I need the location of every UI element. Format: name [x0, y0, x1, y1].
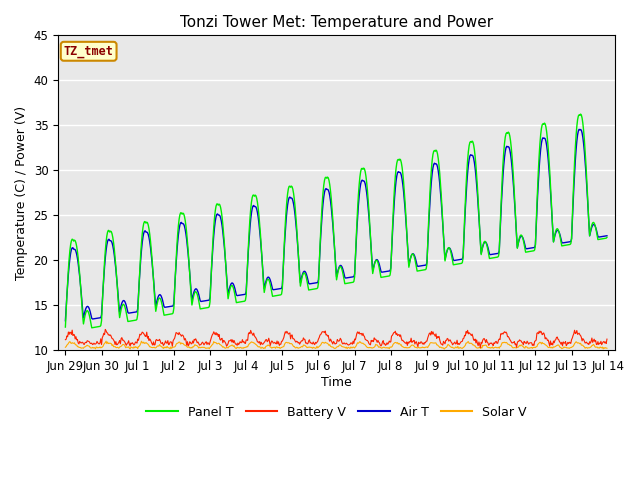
- Battery V: [102, 326, 109, 332]
- Battery V: [403, 339, 410, 345]
- Legend: Panel T, Battery V, Air T, Solar V: Panel T, Battery V, Air T, Solar V: [141, 401, 532, 424]
- Air T: [211, 224, 218, 230]
- Solar V: [128, 345, 136, 350]
- Solar V: [211, 340, 219, 346]
- Air T: [418, 263, 426, 269]
- Panel T: [71, 238, 79, 243]
- Battery V: [211, 332, 219, 337]
- Battery V: [419, 341, 426, 347]
- Solar V: [71, 341, 79, 347]
- Battery V: [61, 337, 69, 343]
- Solar V: [403, 345, 410, 351]
- Air T: [575, 126, 583, 132]
- Air T: [61, 318, 69, 324]
- Solar V: [419, 344, 426, 350]
- Line: Air T: Air T: [65, 129, 607, 321]
- Air T: [127, 310, 135, 316]
- Air T: [71, 247, 79, 252]
- Panel T: [88, 325, 95, 331]
- Solar V: [61, 344, 69, 350]
- Air T: [402, 216, 410, 222]
- X-axis label: Time: Time: [321, 376, 352, 389]
- Panel T: [211, 208, 219, 214]
- Solar V: [603, 345, 611, 351]
- Air T: [182, 231, 189, 237]
- Panel T: [603, 234, 611, 240]
- Panel T: [403, 226, 410, 232]
- Solar V: [102, 338, 110, 344]
- Panel T: [128, 318, 136, 324]
- Text: TZ_tmet: TZ_tmet: [64, 45, 113, 58]
- Solar V: [183, 343, 191, 349]
- Panel T: [419, 267, 426, 273]
- Title: Tonzi Tower Met: Temperature and Power: Tonzi Tower Met: Temperature and Power: [180, 15, 493, 30]
- Line: Panel T: Panel T: [65, 114, 607, 328]
- Y-axis label: Temperature (C) / Power (V): Temperature (C) / Power (V): [15, 106, 28, 280]
- Panel T: [183, 230, 191, 236]
- Panel T: [577, 111, 584, 117]
- Battery V: [477, 345, 484, 350]
- Line: Solar V: Solar V: [65, 341, 607, 349]
- Solar V: [440, 346, 448, 352]
- Air T: [603, 233, 611, 239]
- Battery V: [128, 341, 136, 347]
- Panel T: [61, 324, 69, 330]
- Line: Battery V: Battery V: [65, 329, 607, 348]
- Battery V: [71, 336, 79, 342]
- Battery V: [183, 342, 191, 348]
- Battery V: [603, 336, 611, 342]
